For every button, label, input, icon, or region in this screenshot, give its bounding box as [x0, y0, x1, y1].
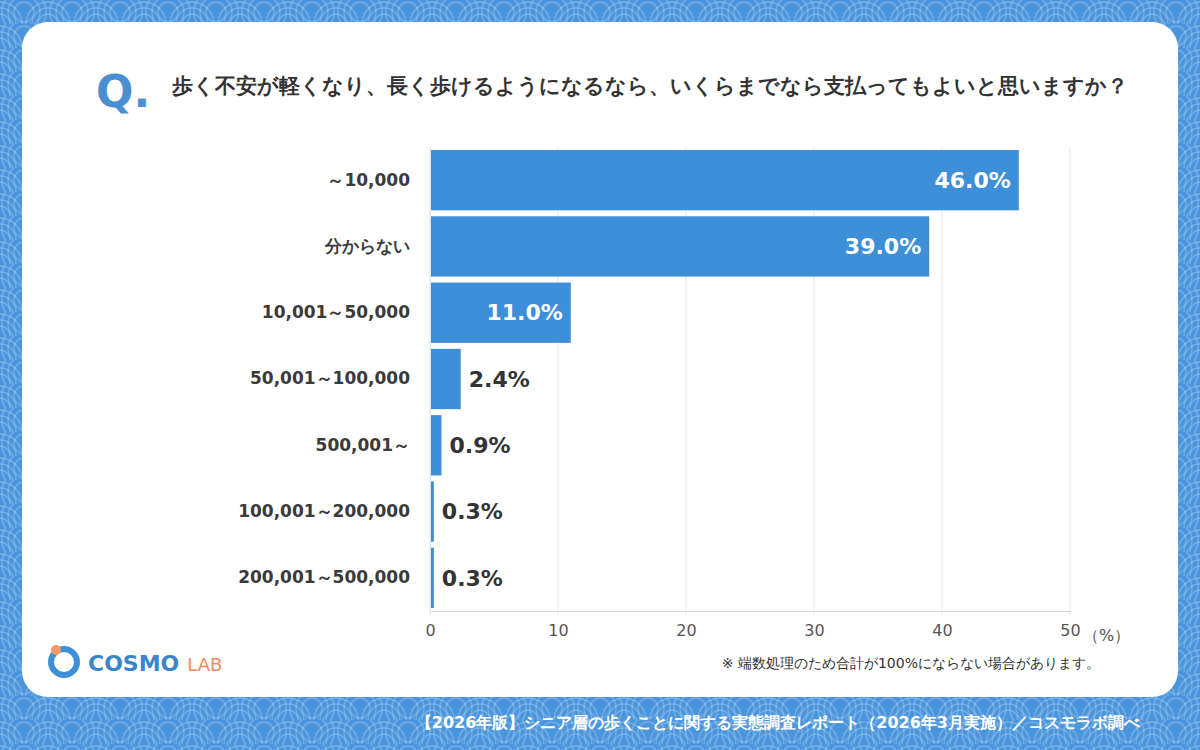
- logo-text: COSMO: [88, 651, 179, 676]
- y-tick: 分からない: [324, 236, 430, 256]
- title: 歩く不安が軽くなり、長く歩けるようになるなら、いくらまでなら支払ってもよいと思い…: [171, 74, 1128, 98]
- x-tick: 0: [425, 611, 435, 640]
- card: [22, 22, 1178, 697]
- q-label: Q.: [96, 66, 150, 117]
- x-tick-label: 40: [932, 621, 952, 640]
- y-tick-label: 200,001～500,000: [238, 567, 410, 587]
- x-axis-line: [431, 611, 1071, 612]
- background: [0, 0, 1200, 750]
- x-tick-label: 30: [804, 621, 824, 640]
- x-axis: 0 10 20 30 40 50: [425, 611, 1080, 640]
- y-tick-label: ～10,000: [327, 170, 410, 190]
- data-label: 2.4%: [469, 367, 530, 392]
- x-tick: 30: [804, 611, 824, 640]
- logo-text: LAB: [187, 654, 222, 675]
- logo: COSMO LAB: [51, 645, 222, 676]
- data-label: 0.3%: [442, 566, 503, 591]
- source: 【2026年版】シニア層の歩くことに関する実態調査レポート（2026年3月実施）…: [416, 713, 1141, 732]
- bars: [430, 150, 1019, 608]
- x-tick: 20: [676, 611, 696, 640]
- x-tick: 50: [1060, 611, 1080, 640]
- background-pattern: [0, 0, 1200, 750]
- data-label: 11.0%: [486, 300, 562, 325]
- data-label: 0.9%: [450, 433, 511, 458]
- grid-line: [430, 147, 431, 615]
- y-tick-label: 500,001～: [316, 435, 410, 455]
- bar: [430, 349, 461, 409]
- data-label: 46.0%: [934, 168, 1010, 193]
- bar: [430, 415, 442, 475]
- data-labels: 46.0% 39.0% 11.0% 2.4% 0.9% 0.3% 0.3%: [442, 168, 1011, 591]
- logo-icon-dot: [51, 645, 61, 655]
- bar: [430, 150, 1019, 210]
- chart-root: Q. 歩く不安が軽くなり、長く歩けるようになるなら、いくらまでなら支払ってもよいと…: [0, 0, 1200, 750]
- y-tick: 500,001～: [316, 435, 430, 455]
- y-tick: 200,001～500,000: [238, 567, 430, 587]
- grid-line: [942, 147, 943, 615]
- x-tick-label: 10: [548, 621, 568, 640]
- x-tick: 40: [932, 611, 952, 640]
- y-tick-label: 10,001～50,000: [262, 302, 410, 322]
- y-axis-line: [430, 148, 431, 612]
- x-tick-label: 0: [425, 621, 435, 640]
- footnote: ※ 端数処理のため合計が100%にならない場合があります。: [722, 655, 1100, 671]
- x-tick: 10: [548, 611, 568, 640]
- grid: [430, 147, 1070, 615]
- y-tick: 100,001～200,000: [238, 501, 430, 521]
- y-tick: 10,001～50,000: [262, 302, 430, 322]
- y-axis: ～10,000 分からない 10,001～50,000 50,001～100,000 5…: [238, 148, 430, 612]
- x-tick-label: 50: [1060, 621, 1080, 640]
- bar: [430, 283, 571, 343]
- y-tick: ～10,000: [327, 170, 430, 190]
- data-label: 0.3%: [442, 499, 503, 524]
- y-tick-label: 分からない: [324, 236, 410, 256]
- y-tick-label: 50,001～100,000: [250, 368, 410, 388]
- x-tick-label: 20: [676, 621, 696, 640]
- bar: [430, 216, 929, 276]
- data-label: 39.0%: [845, 234, 921, 259]
- y-tick-label: 100,001～200,000: [238, 501, 410, 521]
- x-axis-title: （%）: [1083, 626, 1130, 645]
- y-tick: 50,001～100,000: [250, 368, 430, 388]
- grid-line: [1070, 147, 1071, 615]
